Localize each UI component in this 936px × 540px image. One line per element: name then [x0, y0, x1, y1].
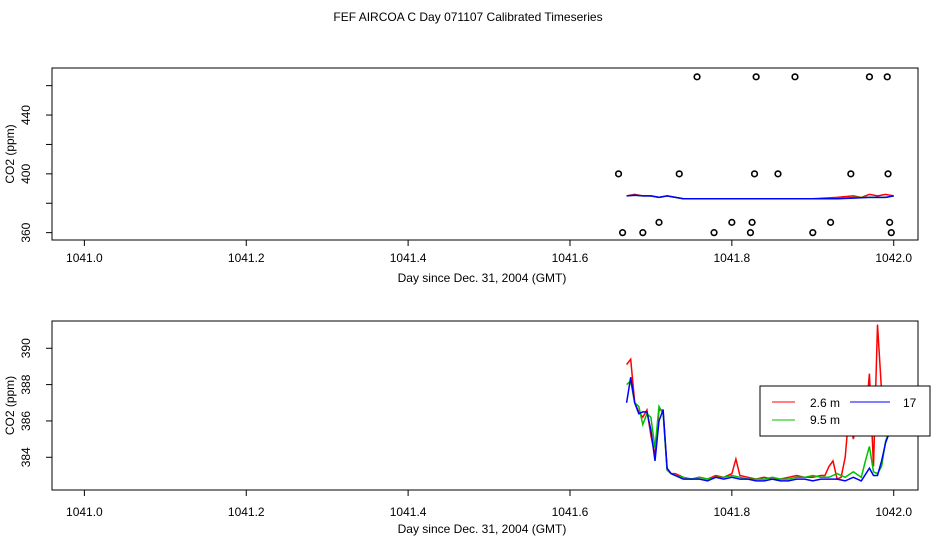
- plot2-x-tick-label: 1041.2: [228, 505, 265, 519]
- plot2-x-tick-label: 1041.4: [390, 505, 427, 519]
- plot1-data-point: [750, 170, 759, 178]
- plot1-data-point: [618, 229, 627, 237]
- plot1-data-point: [614, 170, 623, 178]
- plot1-y-tick-label: 400: [19, 164, 33, 184]
- plot2-y-tick-label: 388: [19, 374, 33, 394]
- plot2-x-tick-label: 1041.0: [66, 505, 103, 519]
- plot1-x-tick-label: 1041.4: [390, 251, 427, 265]
- plot1-y-axis-label: CO2 (ppm): [3, 124, 17, 183]
- plot2-y-tick-label: 390: [19, 338, 33, 358]
- plot2-y-axis-label: CO2 (ppm): [3, 376, 17, 435]
- plot1-data-point: [693, 73, 701, 81]
- plot1-y-tick-label: 360: [19, 222, 33, 242]
- plot2-series-line-3: [625, 377, 895, 482]
- plot1-series-line-3: [626, 194, 894, 200]
- plot2-x-tick-label: 1041.8: [713, 505, 750, 519]
- plot1-data-point: [865, 73, 874, 81]
- plot1-y-tick-label: 440: [19, 105, 33, 125]
- legend-box: [759, 385, 931, 437]
- plot1-x-tick-label: 1041.2: [228, 251, 265, 265]
- plot2-series-line-2: [626, 379, 895, 480]
- plot1-data-point: [728, 218, 736, 226]
- plot1-data-point: [675, 170, 683, 178]
- plot1-data-point: [887, 229, 895, 237]
- plot1-data-point: [886, 218, 894, 226]
- legend-label-3: 17: [903, 396, 917, 410]
- plot1-data-point: [746, 229, 755, 237]
- plot1-data-point: [809, 229, 817, 237]
- plot1-data-point: [883, 73, 891, 81]
- plot1-data-point: [639, 229, 647, 237]
- plot1-x-tick-label: 1041.8: [713, 251, 750, 265]
- plot2-x-tick-label: 1041.6: [552, 505, 589, 519]
- plot2-x-tick-label: 1042.0: [875, 505, 912, 519]
- legend-label-1: 2.6 m: [810, 396, 840, 410]
- plot2-y-tick-label: 384: [19, 447, 33, 467]
- plot1-data-point: [826, 218, 835, 226]
- plot1-data-point: [774, 170, 782, 178]
- plot1-data-point: [752, 73, 760, 81]
- plot1-data-point: [710, 229, 718, 237]
- legend-label-2: 9.5 m: [810, 413, 840, 427]
- plot1-x-tick-label: 1041.6: [552, 251, 589, 265]
- chart-title: FEF AIRCOA C Day 071107 Calibrated Times…: [333, 10, 603, 24]
- plot1-data-point: [748, 218, 756, 226]
- plot1-frame: [51, 67, 919, 241]
- plot1-x-tick-label: 1041.0: [66, 251, 103, 265]
- plot1-x-tick-label: 1042.0: [875, 251, 912, 265]
- plot1-data-point: [791, 73, 799, 81]
- plot2-y-tick-label: 386: [19, 411, 33, 431]
- plot1-data-point: [884, 170, 892, 178]
- plot1-x-axis-label: Day since Dec. 31, 2004 (GMT): [398, 271, 567, 285]
- plot1-data-point: [655, 218, 663, 226]
- plot1-data-point: [847, 170, 855, 178]
- plot2-x-axis-label: Day since Dec. 31, 2004 (GMT): [398, 522, 567, 536]
